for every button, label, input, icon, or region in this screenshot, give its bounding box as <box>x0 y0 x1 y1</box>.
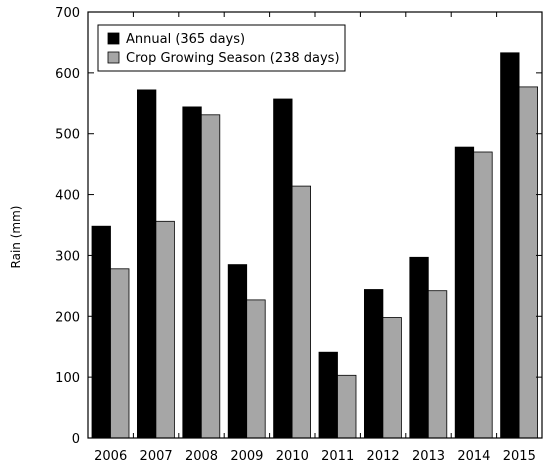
bar-annual-2010 <box>273 98 293 439</box>
bar-season-2008 <box>200 114 221 439</box>
bar-season-2011 <box>337 374 357 439</box>
x-tick-label: 2008 <box>185 449 218 464</box>
legend-label-season: Crop Growing Season (238 days) <box>126 51 340 66</box>
x-tick-label: 2012 <box>367 449 400 464</box>
x-tick-label: 2013 <box>412 449 445 464</box>
bar-season-2013 <box>427 290 448 439</box>
bar-annual-2007 <box>136 89 157 439</box>
bar-annual-2015 <box>500 52 520 439</box>
bar-annual-2012 <box>363 289 384 439</box>
bar-season-2006 <box>110 268 130 439</box>
bar-annual-2006 <box>91 225 111 439</box>
x-tick-label: 2007 <box>140 449 173 464</box>
legend: Annual (365 days) Crop Growing Season (23… <box>97 24 346 72</box>
bars-group <box>91 52 538 439</box>
legend-swatch-season <box>107 51 120 64</box>
bar-annual-2014 <box>454 146 475 439</box>
bar-annual-2009 <box>227 264 248 439</box>
bar-season-2015 <box>518 86 538 439</box>
y-tick-label: 400 <box>55 189 80 204</box>
x-tick-label: 2006 <box>94 449 127 464</box>
y-tick-label: 200 <box>55 310 80 325</box>
legend-label-annual: Annual (365 days) <box>126 32 245 47</box>
y-tick-label: 300 <box>55 249 80 264</box>
legend-swatch-annual <box>107 32 120 45</box>
y-tick-label: 500 <box>55 128 80 143</box>
bar-annual-2011 <box>318 351 338 439</box>
x-tick-label: 2014 <box>457 449 490 464</box>
x-tick-label: 2010 <box>276 449 309 464</box>
bar-season-2012 <box>382 317 402 439</box>
y-tick-label: 100 <box>55 371 80 386</box>
bar-season-2010 <box>291 185 312 439</box>
x-tick-label: 2015 <box>503 449 536 464</box>
legend-box <box>97 24 346 72</box>
bar-season-2007 <box>155 220 175 439</box>
y-tick-label: 0 <box>72 432 80 447</box>
bar-season-2009 <box>246 299 266 439</box>
x-tick-label: 2011 <box>321 449 354 464</box>
y-axis-label: Rain (mm) <box>9 206 23 269</box>
y-tick-label: 700 <box>55 6 80 21</box>
y-tick-label: 600 <box>55 67 80 82</box>
ticks-group: 2006 2007 2008 2009 2010 2011 2012 2013 2014 2015… <box>55 6 542 464</box>
bar-annual-2013 <box>409 256 429 439</box>
bar-annual-2008 <box>182 106 202 439</box>
bar-season-2014 <box>473 151 493 439</box>
plot-frame <box>87 11 543 439</box>
x-tick-label: 2009 <box>230 449 263 464</box>
